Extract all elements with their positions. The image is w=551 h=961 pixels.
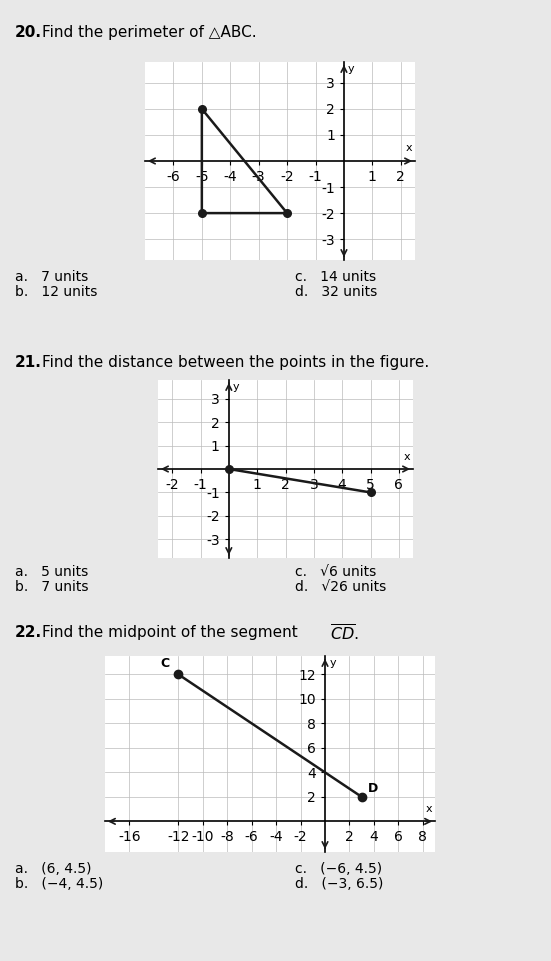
Text: c.   (−6, 4.5): c. (−6, 4.5) [295, 862, 382, 876]
Text: a.   7 units: a. 7 units [15, 270, 88, 284]
Text: d.   (−3, 6.5): d. (−3, 6.5) [295, 877, 383, 891]
Text: b.   12 units: b. 12 units [15, 285, 98, 299]
Text: Find the midpoint of the segment: Find the midpoint of the segment [42, 625, 302, 640]
Text: a.   5 units: a. 5 units [15, 565, 88, 579]
Text: x: x [406, 143, 413, 153]
Text: y: y [233, 382, 239, 391]
Text: 22.: 22. [15, 625, 42, 640]
Text: C: C [160, 657, 169, 670]
Text: a.   (6, 4.5): a. (6, 4.5) [15, 862, 91, 876]
Text: d.   32 units: d. 32 units [295, 285, 377, 299]
Text: D: D [368, 782, 378, 795]
Text: c.   √6 units: c. √6 units [295, 565, 376, 579]
Text: $\overline{CD}$.: $\overline{CD}$. [330, 624, 359, 644]
Text: 20.: 20. [15, 25, 42, 40]
Text: y: y [330, 657, 337, 668]
Text: Find the distance between the points in the figure.: Find the distance between the points in … [42, 355, 429, 370]
Text: b.   (−4, 4.5): b. (−4, 4.5) [15, 877, 103, 891]
Text: x: x [425, 803, 432, 814]
Text: b.   7 units: b. 7 units [15, 580, 89, 594]
Text: d.   √26 units: d. √26 units [295, 580, 386, 594]
Text: y: y [348, 63, 355, 74]
Text: x: x [404, 452, 410, 462]
Text: Find the perimeter of △ABC.: Find the perimeter of △ABC. [42, 25, 257, 40]
Text: c.   14 units: c. 14 units [295, 270, 376, 284]
Text: 21.: 21. [15, 355, 42, 370]
